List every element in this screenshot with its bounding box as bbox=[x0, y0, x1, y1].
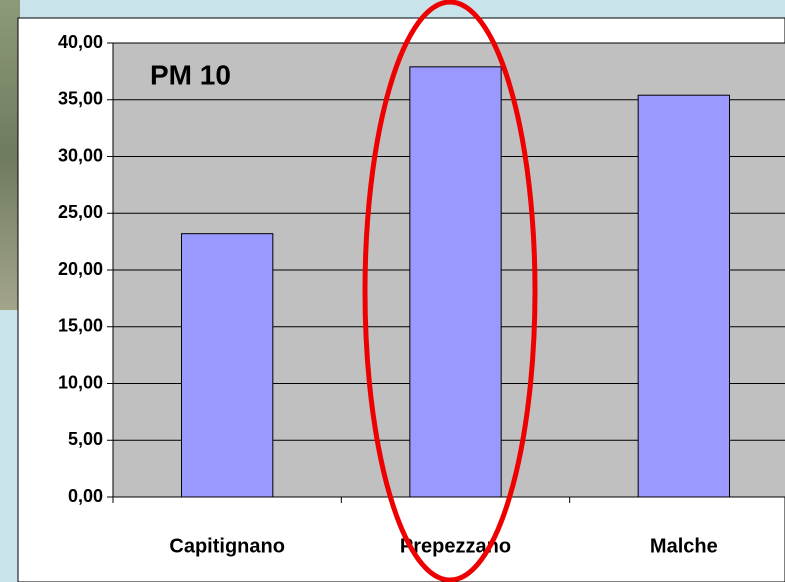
bar bbox=[182, 234, 273, 497]
y-tick-label: 20,00 bbox=[58, 259, 103, 279]
y-tick-label: 35,00 bbox=[58, 89, 103, 109]
page: {"chart_data": {"type": "bar", "title": … bbox=[0, 0, 785, 582]
y-tick-label: 25,00 bbox=[58, 202, 103, 222]
x-tick-label: Capitignano bbox=[169, 535, 285, 557]
y-tick-label: 30,00 bbox=[58, 145, 103, 165]
y-tick-label: 5,00 bbox=[68, 429, 103, 449]
chart: 0,00 5,00 10,00 15,00 20,00 25,00 30,00 35,00 40… bbox=[0, 0, 785, 582]
y-tick-label: 0,00 bbox=[68, 486, 103, 506]
x-tick-label: Malche bbox=[650, 535, 718, 557]
y-tick-label: 15,00 bbox=[58, 316, 103, 336]
y-tick-label: 10,00 bbox=[58, 372, 103, 392]
y-tick-label: 40,00 bbox=[58, 32, 103, 52]
bar bbox=[410, 67, 501, 497]
background-image bbox=[0, 0, 20, 310]
bar bbox=[638, 95, 729, 497]
chart-title: PM 10 bbox=[150, 59, 231, 90]
